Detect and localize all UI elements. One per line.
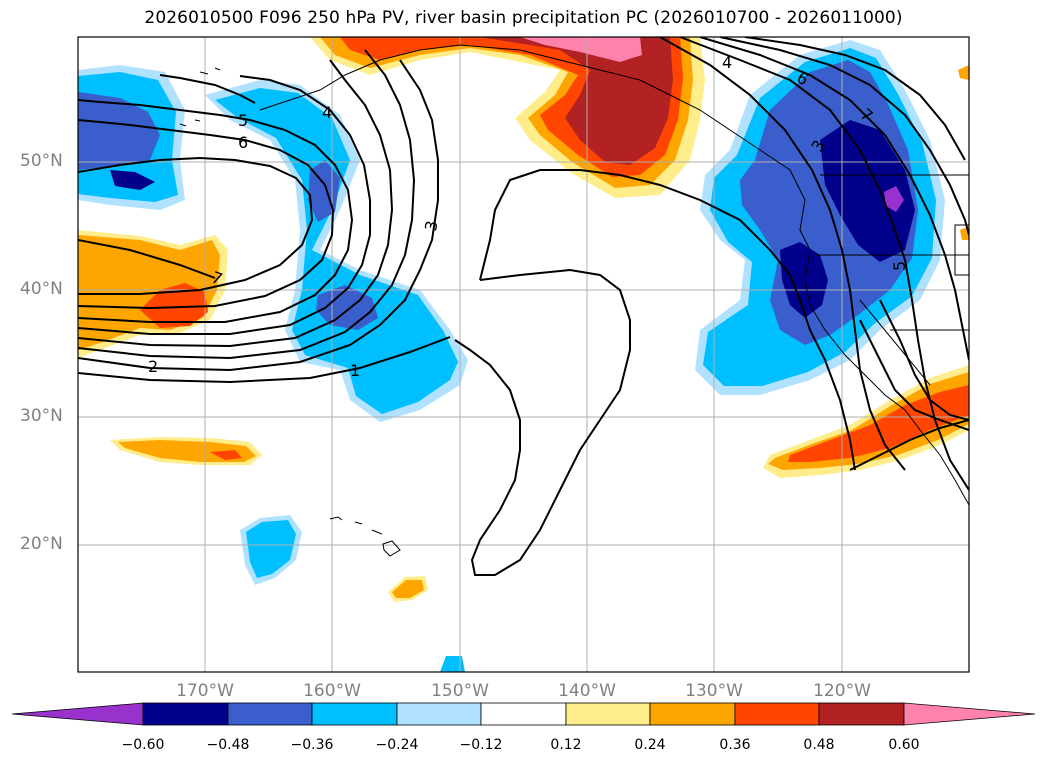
colorbar-swatch	[818, 702, 905, 726]
colorbar-label: −0.36	[290, 737, 334, 753]
colorbar-swatch	[311, 702, 398, 726]
pv-contour-ridge	[479, 169, 856, 471]
pv-contours	[78, 37, 969, 576]
map-frame	[77, 36, 970, 673]
lon-label: 150°W	[431, 681, 489, 701]
pv-label: 1	[350, 361, 360, 380]
lat-label: 50°N	[20, 151, 63, 171]
pv-label: 4	[322, 103, 332, 122]
alaska-coast	[259, 44, 811, 251]
pv-contour-2	[78, 59, 439, 372]
pv-contour-4	[78, 99, 354, 323]
pv-contour-7	[78, 239, 216, 279]
colorbar-label: 0.12	[550, 737, 582, 753]
lat-label: 30°N	[20, 406, 63, 426]
pv-contour-1	[78, 336, 451, 384]
pv-contour-6	[78, 156, 314, 295]
pv-label: 6	[238, 133, 248, 152]
pv-label: 5	[238, 111, 248, 130]
pv-label: 5	[890, 261, 909, 271]
colorbar-extend-high	[903, 702, 1036, 726]
colorbar-swatch	[142, 702, 229, 726]
lat-label: 40°N	[20, 279, 63, 299]
colorbar-label: −0.12	[459, 737, 503, 753]
lat-label: 20°N	[20, 534, 63, 554]
colorbar	[11, 702, 1036, 726]
negative-anomaly-bottom	[440, 656, 465, 672]
lon-label: 130°W	[685, 681, 743, 701]
lon-label: 170°W	[176, 681, 234, 701]
pv-contour-5	[78, 119, 335, 310]
precip-shading	[78, 37, 969, 672]
north-america-coast	[804, 249, 969, 506]
colorbar-label: 0.24	[634, 737, 666, 753]
pv-label: 2	[148, 357, 158, 376]
colorbar-swatch	[396, 702, 482, 726]
graticule	[78, 37, 969, 672]
colorbar-label: 0.60	[888, 737, 920, 753]
colorbar-label: 0.36	[719, 737, 751, 753]
map-title: 2026010500 F096 250 hPa PV, river basin …	[144, 8, 903, 28]
state-border	[815, 174, 969, 386]
pv-contour-3	[78, 59, 394, 348]
colorbar-label: −0.24	[375, 737, 419, 753]
colorbar-swatch	[734, 702, 820, 726]
hawaii-islands	[329, 516, 401, 557]
colorbar-label: −0.60	[121, 737, 165, 753]
colorbar-label: −0.48	[206, 737, 250, 753]
pv-label: 4	[722, 53, 732, 72]
colorbar-swatch	[565, 702, 651, 726]
colorbar-swatch	[227, 702, 313, 726]
colorbar-swatch	[480, 702, 567, 726]
colorbar-extend-low	[11, 702, 144, 726]
lon-label: 120°W	[813, 681, 871, 701]
lon-label: 140°W	[558, 681, 616, 701]
coastlines	[179, 44, 969, 557]
pv-label: 3	[421, 219, 441, 232]
colorbar-label: 0.48	[803, 737, 835, 753]
colorbar-swatch	[649, 702, 736, 726]
lon-label: 160°W	[303, 681, 361, 701]
